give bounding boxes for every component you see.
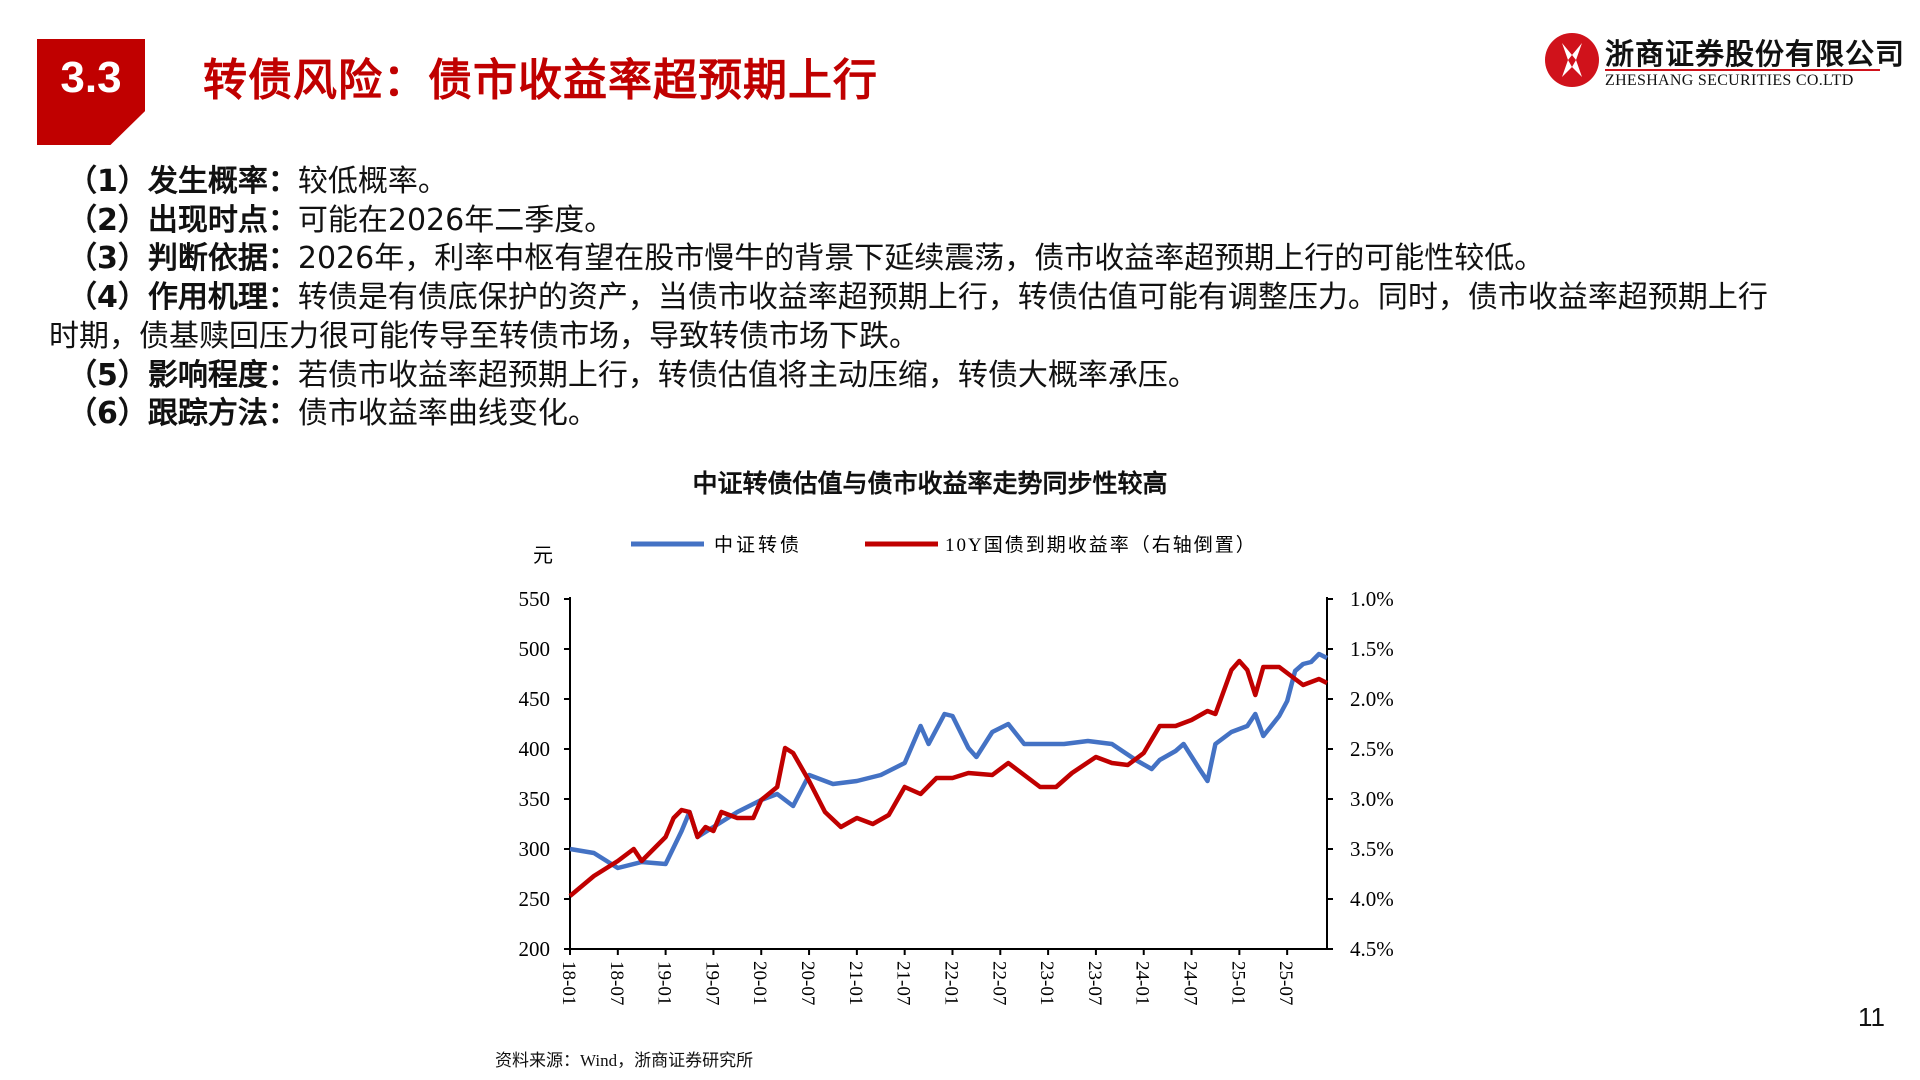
point-label: （5）影响程度： bbox=[67, 357, 298, 393]
page-title: 转债风险：债市收益率超预期上行 bbox=[203, 55, 878, 106]
point-label: （6）跟踪方法： bbox=[67, 396, 298, 432]
point-basis: （3）判断依据：2026年，利率中枢有望在股市慢牛的背景下延续震荡，债市收益率超… bbox=[49, 240, 1889, 279]
point-label: （3）判断依据： bbox=[67, 241, 298, 277]
point-text: 较低概率。 bbox=[297, 164, 448, 199]
x-tick-label: 23-07 bbox=[1084, 961, 1105, 1005]
point-text: 可能在2026年二季度。 bbox=[297, 202, 615, 238]
x-tick-label: 25-01 bbox=[1227, 961, 1248, 1005]
point-tracking: （6）跟踪方法：债市收益率曲线变化。 bbox=[49, 395, 1889, 434]
series-line-convertible-index bbox=[569, 651, 1329, 871]
y-tick-label: 200 bbox=[519, 937, 551, 961]
y-tick-label: 350 bbox=[519, 787, 551, 811]
point-text: 转债是有债底保护的资产，当债市收益率超预期上行，转债估值可能有调整压力。同时，债… bbox=[297, 280, 1768, 316]
point-impact: （5）影响程度：若债市收益率超预期上行，转债估值将主动压缩，转债大概率承压。 bbox=[49, 357, 1889, 396]
source-note: 资料来源：Wind，浙商证券研究所 bbox=[495, 1051, 754, 1070]
y-tick-label: 300 bbox=[519, 837, 551, 861]
x-tick-label: 19-01 bbox=[654, 961, 675, 1005]
page-number: 11 bbox=[1858, 1002, 1885, 1032]
point-label: （2）出现时点： bbox=[67, 202, 298, 238]
x-tick-label: 21-01 bbox=[845, 961, 866, 1005]
risk-points: （1）发生概率：较低概率。 （2）出现时点：可能在2026年二季度。 （3）判断… bbox=[49, 163, 1889, 434]
y-axis-unit: 元 bbox=[533, 545, 553, 567]
series-line-10y-yield bbox=[568, 658, 1329, 898]
x-tick-label: 20-01 bbox=[749, 961, 770, 1005]
y2-tick-label: 4.0% bbox=[1350, 887, 1394, 911]
x-tick-label: 25-07 bbox=[1275, 961, 1296, 1005]
x-tick-label: 24-07 bbox=[1180, 961, 1201, 1005]
section-number: 3.3 bbox=[60, 53, 122, 102]
y2-tick-label: 1.5% bbox=[1350, 637, 1394, 661]
x-tick-label: 23-01 bbox=[1036, 961, 1057, 1005]
point-label: （1）发生概率： bbox=[67, 164, 298, 199]
point-probability: （1）发生概率：较低概率。 bbox=[49, 163, 1889, 202]
y2-tick-label: 2.0% bbox=[1350, 687, 1394, 711]
logo-chinese-name: 浙商证券股份有限公司 bbox=[1605, 37, 1906, 71]
y2-tick-label: 3.0% bbox=[1350, 787, 1394, 811]
logo-rule bbox=[1605, 69, 1880, 71]
y-tick-label: 500 bbox=[519, 637, 551, 661]
x-tick-label: 24-01 bbox=[1132, 961, 1153, 1005]
point-label: （4）作用机理： bbox=[67, 280, 298, 316]
y-tick-label: 250 bbox=[519, 887, 551, 911]
y-tick-label: 450 bbox=[519, 687, 551, 711]
section-badge: 3.3 bbox=[37, 39, 145, 145]
logo-english-name: ZHESHANG SECURITIES CO.LTD bbox=[1605, 72, 1854, 89]
point-mechanism: （4）作用机理：转债是有债底保护的资产，当债市收益率超预期上行，转债估值可能有调… bbox=[49, 279, 1889, 318]
y2-tick-label: 2.5% bbox=[1350, 737, 1394, 761]
chart-title: 中证转债估值与债市收益率走势同步性较高 bbox=[692, 469, 1168, 498]
point-text: 债市收益率曲线变化。 bbox=[297, 396, 598, 432]
y2-tick-label: 4.5% bbox=[1350, 937, 1394, 961]
y2-tick-label: 3.5% bbox=[1350, 837, 1394, 861]
point-timing: （2）出现时点：可能在2026年二季度。 bbox=[49, 202, 1889, 241]
point-text: 2026年，利率中枢有望在股市慢牛的背景下延续震荡，债市收益率超预期上行的可能性… bbox=[297, 241, 1545, 277]
point-text: 若债市收益率超预期上行，转债估值将主动压缩，转债大概率承压。 bbox=[297, 357, 1198, 393]
x-tick-label: 19-07 bbox=[701, 961, 722, 1005]
legend-label-yield: 10Y国债到期收益率（右轴倒置） bbox=[945, 534, 1257, 556]
y-tick-label: 400 bbox=[519, 737, 551, 761]
x-tick-label: 18-07 bbox=[606, 961, 627, 1005]
point-mechanism-cont: 时期，债基赎回压力很可能传导至转债市场，导致转债市场下跌。 bbox=[49, 318, 919, 354]
chart-legend: 中证转债 10Y国债到期收益率（右轴倒置） bbox=[631, 534, 1257, 556]
x-tick-label: 21-07 bbox=[893, 961, 914, 1005]
x-tick-label: 22-01 bbox=[940, 961, 961, 1005]
company-logo: 浙商证券股份有限公司 ZHESHANG SECURITIES CO.LTD bbox=[1545, 31, 1904, 93]
logo-mark-icon bbox=[1545, 33, 1599, 87]
x-tick-label: 22-07 bbox=[988, 961, 1009, 1005]
y-tick-label: 550 bbox=[519, 587, 551, 611]
y2-tick-label: 1.0% bbox=[1350, 587, 1394, 611]
x-tick-label: 20-07 bbox=[797, 961, 818, 1005]
legend-label-convertible: 中证转债 bbox=[714, 534, 802, 556]
x-tick-label: 18-01 bbox=[558, 961, 579, 1005]
